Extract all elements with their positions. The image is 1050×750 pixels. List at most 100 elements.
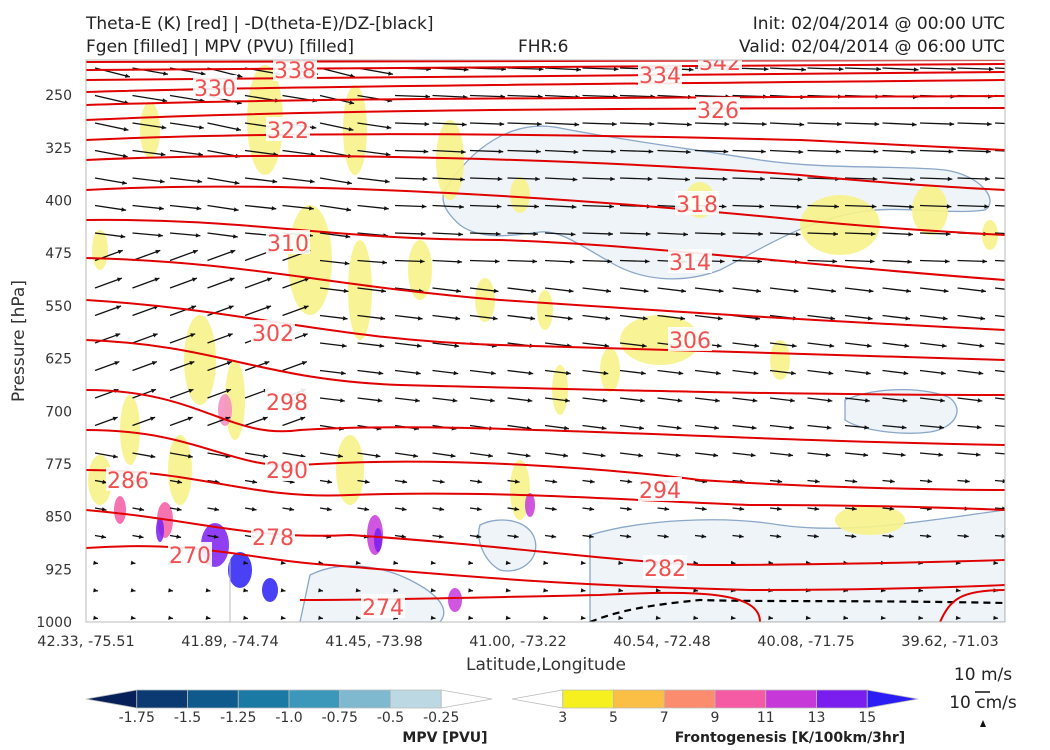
wind-arrow [430,560,436,565]
wind-arrow [132,416,156,427]
wind-arrow [93,560,99,565]
wind-arrow [732,452,756,458]
wind-arrow [169,452,193,459]
colorbar-segment [866,689,919,709]
wind-arrow [394,506,407,512]
contour-label-bg [266,230,310,254]
x-tick-label: 41.00, -73.22 [469,634,566,650]
wind-arrow [994,314,1005,318]
frontogenesis-shading [835,505,905,535]
wind-arrow [919,314,948,321]
wind-arrow [844,534,857,539]
wind-arrow [882,287,912,294]
wind-arrow [844,506,857,511]
wind-arrow [432,369,459,376]
wind-arrow [844,149,879,154]
wind-arrow [94,452,118,459]
wind-arrow [880,615,886,621]
wind-arrow [693,615,699,620]
wind-arrow [132,534,144,539]
wind-arrow [355,615,361,620]
wind-arrow [619,287,649,294]
wind-arrow [582,66,619,72]
wind-arrow [957,452,981,457]
colorbar-tick-label: 13 [808,710,826,726]
wind-arrow [694,149,729,154]
wind-arrow [769,369,796,376]
y-tick-label: 550 [45,299,72,315]
frontogenesis-shading [537,290,553,330]
wind-arrow [769,452,794,458]
wind-arrow [544,397,570,403]
wind-arrow [955,588,961,593]
theta-e-contour-label: 318 [676,193,718,218]
chart-title-line1: Theta-E (K) [red] | -D(theta-E)/DZ-[blac… [86,14,434,34]
wind-arrow [844,452,869,458]
wind-arrow [543,615,549,620]
terrain-mask [86,580,230,622]
wind-arrow [282,177,315,184]
wind-arrow [469,452,494,458]
contour-label-bg [106,467,150,491]
wind-arrow [469,397,495,403]
wind-arrow [993,615,999,621]
wind-arrow [844,369,871,376]
wind-arrow [844,397,870,403]
frontogenesis-shading [184,315,216,405]
wind-arrow [394,231,426,237]
wind-arrow [957,176,990,182]
wind-arrow [694,287,724,294]
contour-label-bg [675,191,719,215]
wind-arrow [507,506,520,512]
wind-arrow [430,588,436,593]
wind-arrow [507,231,539,237]
wind-arrow [432,506,445,512]
contour-label-bg [193,75,237,99]
wind-arrow [618,615,624,620]
wind-arrow [169,122,204,130]
theta-e-contour [939,589,1005,622]
wind-arrow [168,615,174,620]
wind-arrow [882,204,914,210]
wind-arrow [919,397,945,403]
wind-arrow [507,369,534,376]
frontogenesis-shading [288,205,332,315]
wind-arrow [582,506,595,512]
wind-arrow [469,314,498,321]
wind-arrow [769,506,782,511]
wind-arrow [94,416,118,427]
wind-arrow [432,452,456,458]
wind-arrow [130,560,136,565]
wind-arrow [957,424,982,430]
theta-e-contour [86,469,1005,511]
wind-arrow [94,204,127,212]
y-tick-label: 325 [45,141,72,157]
valid-time: Valid: 02/04/2014 @ 06:00 UTC [739,37,1005,57]
wind-arrow [132,149,166,157]
wind-arrow [732,121,767,127]
wind-arrow [582,452,606,458]
wind-arrow [432,122,467,127]
wind-arrow [807,66,844,72]
contour-label-bg [698,60,742,73]
y-tick-label: 625 [45,352,72,368]
wind-arrow [955,615,961,621]
wind-arrow [357,342,385,348]
y-tick-label: 400 [45,194,72,210]
wind-arrow [94,507,107,512]
wind-arrow [807,479,820,484]
wind-arrow [432,204,464,210]
wind-arrow [94,177,127,185]
wind-arrow [319,452,343,459]
theta-e-contour [86,60,1005,63]
wind-arrow [657,314,686,321]
wind-arrow [318,588,324,593]
theta-e-contour-label: 330 [194,77,236,102]
wind-arrow [130,588,136,593]
frontogenesis-core [525,493,535,517]
forecast-hour: FHR:6 [518,37,569,57]
wind-arrow [957,66,994,72]
wind-arrow [318,615,324,620]
frontogenesis-core [114,496,126,524]
colorbar-tick-label: -1.75 [119,710,155,726]
